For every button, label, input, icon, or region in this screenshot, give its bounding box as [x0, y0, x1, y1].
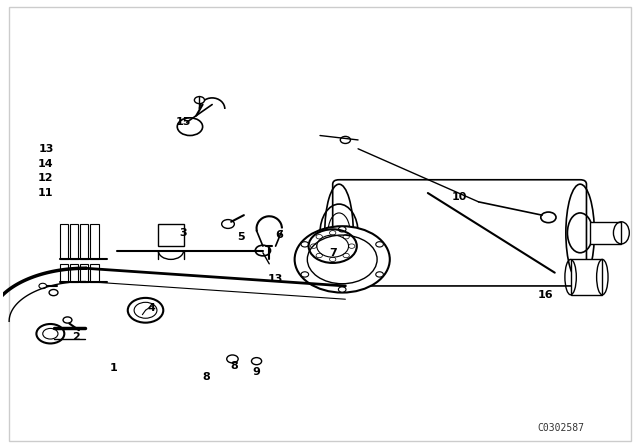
Bar: [90, 264, 99, 281]
Circle shape: [541, 212, 556, 223]
Text: 8: 8: [202, 372, 210, 382]
Text: C0302587: C0302587: [538, 422, 584, 432]
Circle shape: [339, 227, 346, 232]
Text: 16: 16: [538, 290, 553, 300]
Text: 11: 11: [38, 188, 54, 198]
Bar: [90, 224, 99, 259]
Text: 7: 7: [329, 248, 337, 258]
Text: 5: 5: [237, 232, 244, 242]
Bar: [158, 224, 184, 246]
Circle shape: [376, 242, 383, 247]
Circle shape: [227, 355, 238, 363]
Bar: [80, 224, 88, 259]
Circle shape: [195, 97, 205, 103]
Circle shape: [49, 289, 58, 296]
Text: 1: 1: [110, 363, 118, 373]
Bar: [60, 224, 68, 259]
Text: 13: 13: [38, 144, 54, 154]
Text: 2: 2: [72, 332, 79, 342]
Text: 9: 9: [253, 367, 260, 377]
Circle shape: [128, 298, 163, 323]
Circle shape: [63, 317, 72, 323]
Bar: [80, 264, 88, 281]
Text: 14: 14: [38, 159, 54, 169]
Text: 13: 13: [268, 274, 284, 284]
FancyBboxPatch shape: [333, 180, 586, 286]
Bar: [589, 222, 621, 244]
Text: 8: 8: [230, 362, 238, 371]
Circle shape: [255, 245, 271, 256]
Bar: [571, 259, 602, 295]
Bar: [70, 224, 78, 259]
Text: 12: 12: [38, 172, 54, 182]
Circle shape: [36, 324, 64, 344]
Text: 4: 4: [148, 303, 156, 313]
Text: 10: 10: [452, 193, 467, 202]
Circle shape: [339, 287, 346, 292]
Bar: [60, 264, 68, 281]
Circle shape: [376, 272, 383, 277]
Circle shape: [301, 242, 308, 247]
Text: 3: 3: [180, 228, 188, 238]
Bar: [70, 264, 78, 281]
Circle shape: [252, 358, 262, 365]
Text: 6: 6: [275, 230, 283, 240]
Text: 15: 15: [176, 117, 191, 127]
Circle shape: [301, 272, 308, 277]
Circle shape: [294, 226, 390, 293]
